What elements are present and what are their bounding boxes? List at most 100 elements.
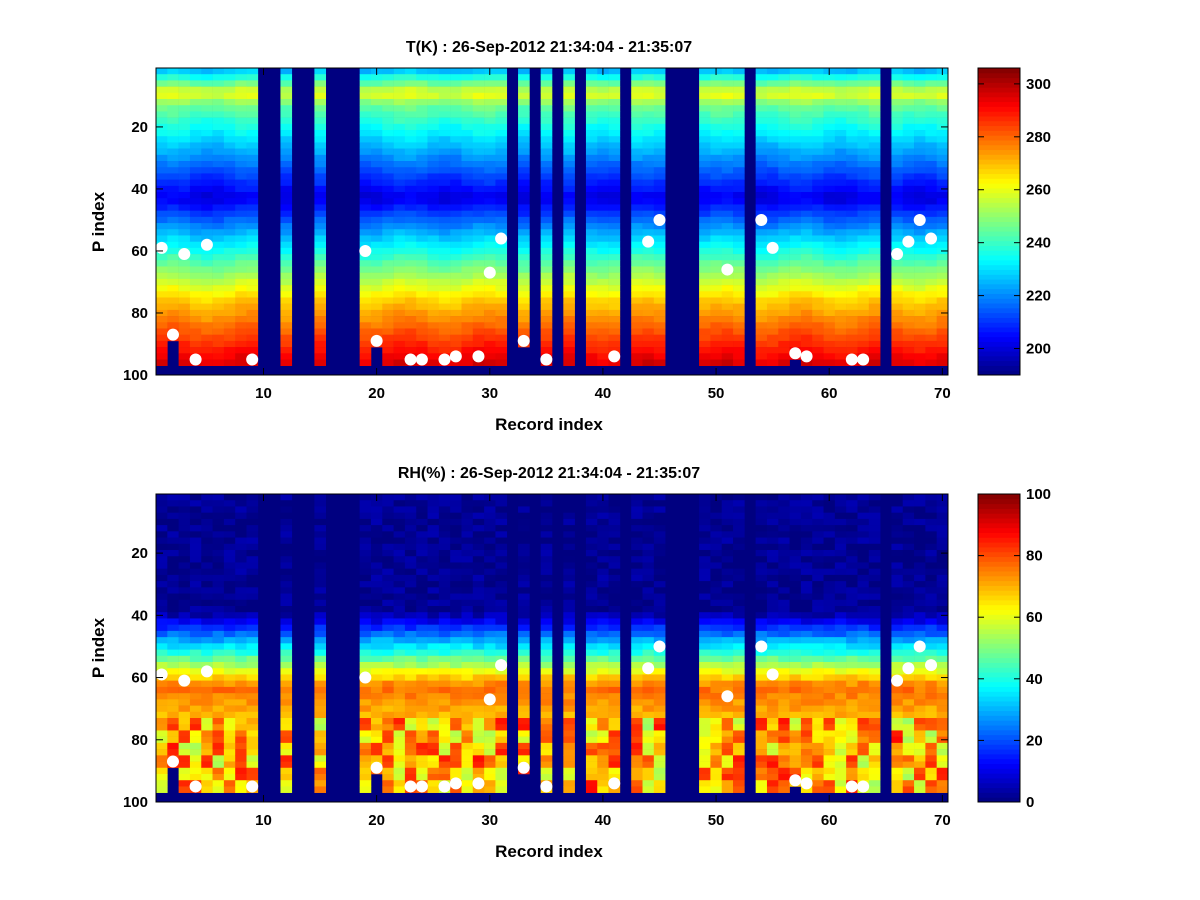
heatmap-cell	[868, 130, 881, 137]
heatmap-cell	[461, 347, 474, 354]
heatmap-cell	[178, 537, 191, 545]
heatmap-column	[235, 494, 247, 793]
heatmap-cell	[201, 525, 213, 532]
heatmap-cell	[235, 309, 247, 317]
heatmap-cell	[800, 185, 813, 193]
heatmap-cell	[721, 649, 734, 657]
heatmap-cell	[427, 742, 440, 750]
heatmap-cell	[212, 328, 225, 335]
heatmap-cell	[800, 568, 813, 576]
heatmap-cell	[450, 506, 462, 513]
heatmap-cell	[427, 347, 440, 354]
heatmap-cell	[800, 99, 813, 106]
heatmap-cell	[823, 774, 836, 781]
heatmap-cell	[167, 117, 179, 125]
heatmap-cell	[834, 136, 847, 143]
heatmap-cell	[518, 506, 530, 513]
heatmap-cell	[427, 198, 440, 205]
heatmap-cell	[189, 74, 202, 81]
heatmap-cell	[846, 531, 858, 538]
heatmap-cell	[721, 767, 734, 775]
heatmap-cell	[914, 322, 926, 329]
heatmap-cell	[359, 711, 372, 719]
heatmap-cell	[223, 774, 236, 781]
heatmap-cell	[597, 587, 609, 594]
heatmap-cell	[495, 550, 508, 557]
heatmap-cell	[891, 278, 904, 286]
heatmap-cell	[891, 266, 904, 273]
heatmap-cell	[359, 266, 372, 273]
heatmap-cell	[540, 680, 553, 688]
heatmap-cell	[314, 668, 327, 675]
heatmap-cell	[823, 786, 836, 793]
heatmap-cell	[246, 192, 259, 199]
heatmap-cell	[450, 574, 462, 582]
heatmap-cell	[608, 755, 621, 762]
heatmap-cell	[755, 581, 768, 588]
heatmap-cell	[585, 649, 598, 657]
heatmap-cell	[766, 593, 779, 601]
heatmap-cell	[370, 303, 383, 311]
heatmap-cell	[450, 105, 462, 112]
heatmap-cell	[778, 606, 790, 613]
heatmap-cell	[902, 74, 915, 81]
heatmap-cell	[427, 612, 440, 619]
heatmap-cell	[597, 303, 609, 311]
heatmap-cell	[382, 247, 394, 255]
heatmap-cell	[834, 285, 847, 292]
heatmap-cell	[823, 637, 836, 644]
heatmap-cell	[699, 291, 711, 298]
heatmap-cell	[789, 229, 802, 236]
heatmap-cell	[416, 699, 428, 706]
heatmap-cell	[404, 742, 417, 750]
heatmap-cell	[167, 185, 179, 193]
heatmap-cell	[495, 291, 508, 298]
heatmap-cell	[540, 167, 553, 174]
heatmap-cell	[925, 285, 937, 292]
heatmap-cell	[438, 86, 451, 94]
heatmap-cell	[585, 291, 598, 298]
heatmap-cell	[755, 749, 768, 756]
heatmap-cell	[733, 780, 745, 787]
heatmap-cell	[597, 99, 609, 106]
heatmap-cell	[393, 142, 406, 149]
heatmap-cell	[212, 599, 225, 607]
heatmap-cell	[755, 674, 768, 681]
heatmap-cell	[699, 68, 711, 75]
heatmap-cell	[846, 185, 858, 193]
heatmap-cell	[631, 223, 643, 230]
heatmap-cell	[359, 309, 372, 317]
heatmap-cell	[404, 774, 417, 781]
heatmap-cell	[846, 272, 858, 280]
heatmap-cell	[834, 512, 847, 520]
heatmap-cell	[812, 543, 824, 551]
heatmap-cell	[450, 136, 462, 143]
heatmap-cell	[914, 285, 926, 292]
heatmap-cell	[902, 173, 915, 180]
heatmap-cell	[631, 123, 643, 131]
heatmap-cell	[156, 624, 168, 632]
heatmap-cell	[427, 99, 440, 106]
heatmap-cell	[223, 581, 236, 588]
heatmap-cell	[766, 353, 779, 360]
heatmap-cell	[518, 500, 530, 507]
heatmap-cell	[812, 278, 824, 286]
heatmap-cell	[393, 154, 406, 162]
heatmap-cell	[812, 179, 824, 187]
heatmap-cell	[189, 637, 202, 644]
heatmap-cell	[167, 291, 179, 298]
heatmap-cell	[936, 192, 949, 199]
heatmap-cell	[235, 285, 247, 292]
heatmap-cell	[597, 668, 609, 675]
heatmap-cell	[653, 210, 666, 218]
heatmap-cell	[710, 512, 723, 520]
heatmap-cell	[540, 730, 553, 737]
heatmap-cell	[733, 786, 745, 793]
heatmap-cell	[597, 562, 609, 569]
heatmap-cell	[563, 736, 575, 744]
heatmap-cell	[178, 774, 191, 781]
heatmap-cell	[710, 303, 723, 311]
heatmap-cell	[868, 303, 881, 311]
heatmap-cell	[359, 543, 372, 551]
heatmap-cell	[846, 235, 858, 242]
